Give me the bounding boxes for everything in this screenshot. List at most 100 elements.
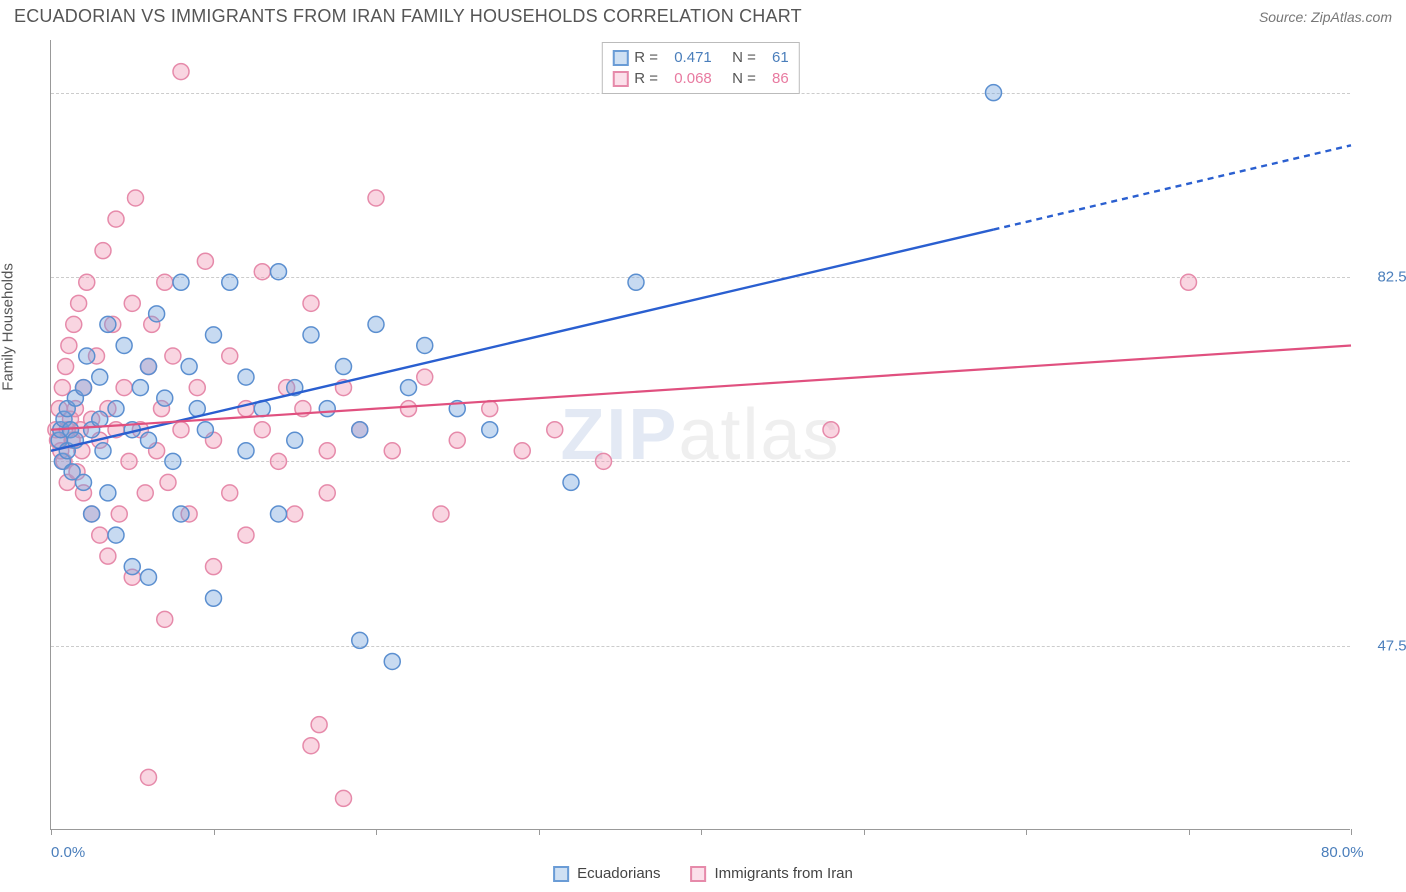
scatter-point [79,274,95,290]
scatter-point [124,295,140,311]
scatter-point [271,506,287,522]
x-tick-label: 80.0% [1321,844,1364,861]
source-label: Source: ZipAtlas.com [1259,9,1392,25]
scatter-point [165,348,181,364]
scatter-point [449,432,465,448]
scatter-point [197,253,213,269]
scatter-point [84,506,100,522]
scatter-point [206,590,222,606]
legend-swatch [691,866,707,882]
scatter-point [336,359,352,375]
scatter-point [986,85,1002,101]
scatter-point [108,211,124,227]
scatter-point [368,316,384,332]
scatter-point [384,653,400,669]
scatter-point [336,790,352,806]
y-tick-label: 47.5% [1360,637,1406,654]
scatter-point [433,506,449,522]
scatter-point [149,306,165,322]
scatter-point [222,485,238,501]
legend-swatch [553,866,569,882]
scatter-point [108,401,124,417]
correlation-legend: R = 0.471 N = 61R = 0.068 N = 86 [601,42,799,94]
scatter-point [157,611,173,627]
series-legend: EcuadoriansImmigrants from Iran [553,865,853,882]
scatter-point [157,390,173,406]
x-tick [539,829,540,835]
scatter-point [116,337,132,353]
scatter-point [71,295,87,311]
scatter-point [384,443,400,459]
chart-plot-area: 47.5%82.5% 0.0%80.0% ZIPatlas R = 0.471 … [50,40,1350,830]
scatter-point [181,359,197,375]
legend-correlation-row: R = 0.471 N = 61 [612,47,788,68]
scatter-point [238,527,254,543]
scatter-point [311,717,327,733]
scatter-point [61,337,77,353]
scatter-point [92,527,108,543]
scatter-point [401,380,417,396]
scatter-point [100,548,116,564]
scatter-point [137,485,153,501]
scatter-point [128,190,144,206]
scatter-point [628,274,644,290]
scatter-point [319,485,335,501]
x-tick [864,829,865,835]
scatter-point [352,422,368,438]
legend-correlation-row: R = 0.068 N = 86 [612,68,788,89]
scatter-point [368,190,384,206]
scatter-point [173,64,189,80]
scatter-point [547,422,563,438]
scatter-point [100,316,116,332]
scatter-point [95,443,111,459]
scatter-point [287,506,303,522]
x-tick-label: 0.0% [51,844,85,861]
scatter-point [238,443,254,459]
scatter-point [352,632,368,648]
scatter-point [76,380,92,396]
scatter-point [482,401,498,417]
scatter-point [92,411,108,427]
scatter-point [79,348,95,364]
scatter-point [238,369,254,385]
scatter-point [271,264,287,280]
scatter-point [514,443,530,459]
scatter-point [141,432,157,448]
x-tick [1189,829,1190,835]
scatter-point [173,506,189,522]
scatter-point [319,401,335,417]
scatter-point [141,569,157,585]
legend-swatch [612,71,628,87]
scatter-point [303,295,319,311]
scatter-point [157,274,173,290]
scatter-point [160,474,176,490]
scatter-point [76,474,92,490]
legend-swatch [612,50,628,66]
scatter-point [58,359,74,375]
scatter-point [222,274,238,290]
scatter-point [173,422,189,438]
scatter-point [303,327,319,343]
x-tick [701,829,702,835]
scatter-point [132,380,148,396]
scatter-point [141,359,157,375]
scatter-point [124,559,140,575]
scatter-point [173,274,189,290]
scatter-point [222,348,238,364]
scatter-point [287,432,303,448]
scatter-point [189,380,205,396]
scatter-point [303,738,319,754]
scatter-point [254,422,270,438]
scatter-point [165,453,181,469]
scatter-point [1181,274,1197,290]
scatter-point [66,316,82,332]
scatter-point [319,443,335,459]
scatter-point [141,769,157,785]
scatter-point [121,453,137,469]
x-tick [376,829,377,835]
scatter-point [417,337,433,353]
trend-line [51,230,994,451]
x-tick [1351,829,1352,835]
y-tick-label: 82.5% [1360,269,1406,286]
scatter-point [95,243,111,259]
